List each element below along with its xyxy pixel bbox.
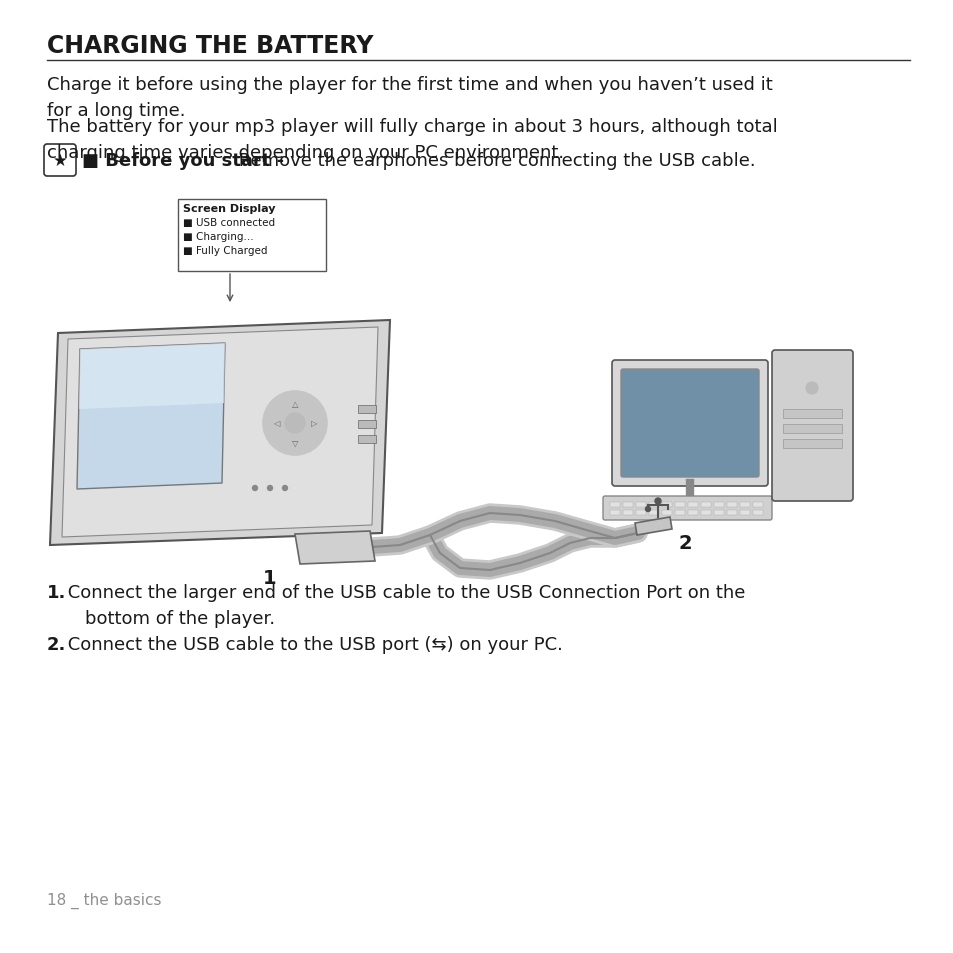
Circle shape — [805, 382, 817, 395]
Bar — [752, 502, 762, 507]
Text: CHARGING THE BATTERY: CHARGING THE BATTERY — [47, 34, 374, 58]
Bar — [609, 511, 619, 516]
Text: ◁: ◁ — [273, 419, 279, 428]
FancyBboxPatch shape — [771, 351, 852, 501]
Bar — [661, 502, 671, 507]
Bar — [609, 502, 619, 507]
FancyBboxPatch shape — [178, 200, 326, 272]
Text: ■ Fully Charged: ■ Fully Charged — [183, 246, 267, 255]
Text: Screen Display: Screen Display — [183, 204, 275, 213]
Polygon shape — [294, 532, 375, 564]
Bar — [700, 511, 710, 516]
FancyBboxPatch shape — [612, 360, 767, 486]
Text: 2.: 2. — [47, 636, 67, 654]
Bar — [713, 511, 723, 516]
Bar — [648, 511, 659, 516]
Bar — [357, 406, 375, 414]
Polygon shape — [62, 328, 377, 537]
Circle shape — [267, 486, 273, 491]
Circle shape — [253, 486, 257, 491]
Bar — [675, 511, 684, 516]
Bar — [740, 502, 749, 507]
Bar — [675, 502, 684, 507]
Bar — [636, 502, 645, 507]
Bar — [687, 502, 698, 507]
Bar — [622, 511, 633, 516]
Bar — [622, 502, 633, 507]
Bar — [782, 439, 841, 449]
Bar — [661, 511, 671, 516]
Text: ▷: ▷ — [311, 419, 317, 428]
Text: 2: 2 — [678, 534, 691, 553]
Text: Connect the USB cable to the USB port (⇆) on your PC.: Connect the USB cable to the USB port (⇆… — [62, 636, 562, 654]
Bar — [726, 511, 737, 516]
Text: 1: 1 — [263, 568, 276, 587]
Bar — [740, 511, 749, 516]
Text: ■ USB connected: ■ USB connected — [183, 218, 274, 228]
Bar — [752, 511, 762, 516]
Text: ■ Before you start -: ■ Before you start - — [82, 152, 284, 170]
Circle shape — [282, 486, 287, 491]
Bar — [782, 424, 841, 434]
Bar — [782, 410, 841, 418]
Bar — [357, 420, 375, 429]
Bar — [357, 436, 375, 443]
Polygon shape — [79, 344, 225, 410]
Bar — [648, 502, 659, 507]
Bar — [700, 502, 710, 507]
Text: 18 _ the basics: 18 _ the basics — [47, 892, 161, 908]
Text: ■ Charging...: ■ Charging... — [183, 232, 253, 242]
Text: Connect the larger end of the USB cable to the USB Connection Port on the
    bo: Connect the larger end of the USB cable … — [62, 583, 744, 627]
Bar — [687, 511, 698, 516]
Bar — [726, 502, 737, 507]
Text: ▽: ▽ — [292, 438, 298, 447]
Polygon shape — [77, 344, 225, 490]
Polygon shape — [635, 517, 671, 536]
Circle shape — [645, 507, 650, 512]
Circle shape — [263, 392, 327, 456]
Polygon shape — [302, 538, 355, 556]
Bar — [636, 511, 645, 516]
Text: The battery for your mp3 player will fully charge in about 3 hours, although tot: The battery for your mp3 player will ful… — [47, 118, 777, 161]
FancyBboxPatch shape — [620, 370, 759, 477]
FancyBboxPatch shape — [44, 145, 76, 177]
Circle shape — [655, 498, 660, 504]
Text: ★: ★ — [52, 152, 68, 170]
Circle shape — [285, 414, 305, 434]
Bar — [713, 502, 723, 507]
Text: 1.: 1. — [47, 583, 67, 601]
FancyBboxPatch shape — [602, 497, 771, 520]
Text: Remove the earphones before connecting the USB cable.: Remove the earphones before connecting t… — [233, 152, 755, 170]
Text: Charge it before using the player for the first time and when you haven’t used i: Charge it before using the player for th… — [47, 76, 772, 119]
Text: △: △ — [292, 400, 298, 409]
Polygon shape — [50, 320, 390, 545]
